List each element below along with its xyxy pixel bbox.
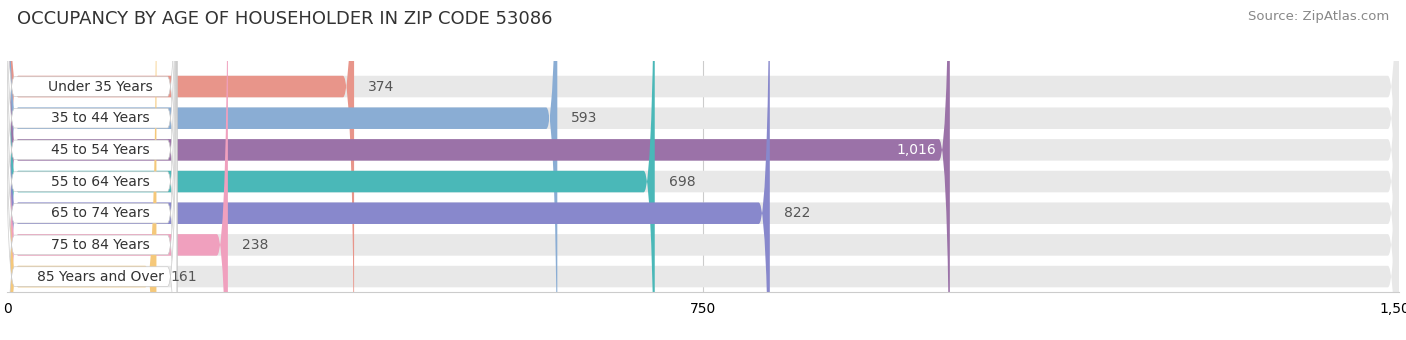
FancyBboxPatch shape	[7, 0, 770, 340]
FancyBboxPatch shape	[7, 0, 1399, 340]
Text: 593: 593	[571, 111, 598, 125]
FancyBboxPatch shape	[7, 0, 1399, 340]
Text: Source: ZipAtlas.com: Source: ZipAtlas.com	[1249, 10, 1389, 23]
FancyBboxPatch shape	[7, 0, 557, 340]
Text: 55 to 64 Years: 55 to 64 Years	[51, 174, 149, 189]
Text: 75 to 84 Years: 75 to 84 Years	[51, 238, 149, 252]
Text: 35 to 44 Years: 35 to 44 Years	[51, 111, 149, 125]
Text: 45 to 54 Years: 45 to 54 Years	[51, 143, 149, 157]
FancyBboxPatch shape	[6, 0, 177, 340]
FancyBboxPatch shape	[6, 0, 177, 340]
FancyBboxPatch shape	[7, 0, 1399, 340]
FancyBboxPatch shape	[6, 0, 177, 340]
Text: 374: 374	[368, 80, 394, 94]
Text: 822: 822	[783, 206, 810, 220]
FancyBboxPatch shape	[7, 0, 1399, 340]
FancyBboxPatch shape	[6, 0, 177, 340]
FancyBboxPatch shape	[6, 0, 177, 340]
Text: 238: 238	[242, 238, 269, 252]
FancyBboxPatch shape	[7, 0, 354, 340]
Text: OCCUPANCY BY AGE OF HOUSEHOLDER IN ZIP CODE 53086: OCCUPANCY BY AGE OF HOUSEHOLDER IN ZIP C…	[17, 10, 553, 28]
FancyBboxPatch shape	[7, 0, 950, 340]
Text: Under 35 Years: Under 35 Years	[48, 80, 153, 94]
FancyBboxPatch shape	[7, 0, 655, 340]
FancyBboxPatch shape	[6, 0, 177, 340]
Text: 1,016: 1,016	[896, 143, 936, 157]
FancyBboxPatch shape	[7, 0, 1399, 340]
FancyBboxPatch shape	[7, 0, 1399, 340]
Text: 161: 161	[170, 270, 197, 284]
FancyBboxPatch shape	[6, 0, 177, 340]
Text: 698: 698	[669, 174, 696, 189]
FancyBboxPatch shape	[7, 0, 1399, 340]
FancyBboxPatch shape	[7, 0, 156, 340]
FancyBboxPatch shape	[7, 0, 228, 340]
Text: 65 to 74 Years: 65 to 74 Years	[51, 206, 149, 220]
Text: 85 Years and Over: 85 Years and Over	[37, 270, 163, 284]
